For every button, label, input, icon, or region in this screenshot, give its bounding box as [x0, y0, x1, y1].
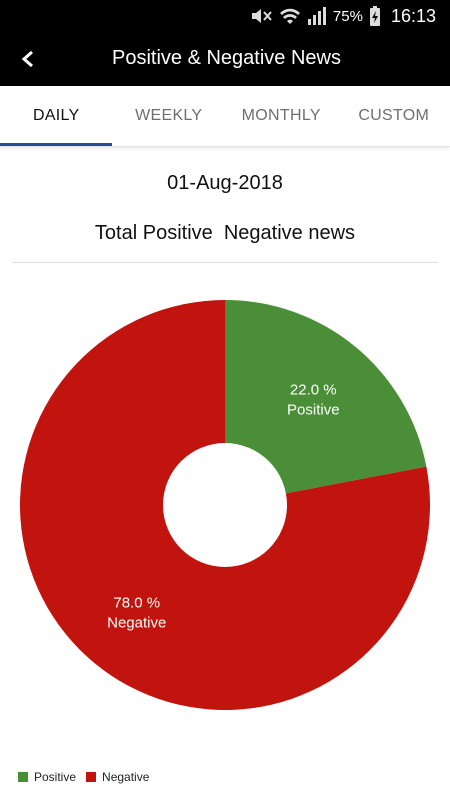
tab-daily[interactable]: DAILY	[32, 107, 80, 124]
tab-weekly[interactable]: WEEKLY	[135, 107, 203, 124]
legend-label: Positive	[34, 770, 77, 784]
wifi-icon	[279, 6, 301, 26]
period-tabs: DAILY WEEKLY MONTHLY CUSTOM	[0, 86, 450, 147]
battery-charging-icon	[369, 6, 381, 26]
donut-chart: 22.0 % Positive 78.0 % Negative	[19, 300, 431, 710]
chart-title: Total Positive Negative news	[94, 222, 356, 244]
status-icons: 75% 16:13	[249, 4, 436, 28]
app-bar: Positive & Negative News	[0, 32, 450, 86]
legend-item-negative: Negative	[86, 770, 149, 784]
signal-icon	[307, 6, 327, 26]
report-date: 01-Aug-2018	[167, 172, 283, 194]
tab-monthly[interactable]: MONTHLY	[241, 107, 321, 124]
tab-custom[interactable]: CUSTOM	[358, 107, 430, 124]
slice-label-negative-value: 78.0 %	[113, 595, 160, 612]
slice-label-negative-name: Negative	[107, 615, 166, 632]
divider	[12, 262, 438, 263]
status-time: 16:13	[390, 5, 436, 26]
back-arrow-icon	[21, 50, 33, 68]
legend-swatch	[18, 772, 28, 782]
status-bar: 75% 16:13	[0, 0, 450, 32]
chart-legend: Positive Negative	[18, 770, 159, 784]
slice-label-positive-value: 22.0 %	[290, 381, 337, 398]
donut-hole	[163, 443, 287, 567]
slice-positive[interactable]	[225, 300, 427, 505]
battery-level: 75%	[332, 7, 363, 25]
legend-item-positive: Positive	[18, 770, 76, 784]
slice-label-positive-name: Positive	[287, 401, 340, 418]
legend-swatch	[86, 772, 97, 782]
page-title: Positive & Negative News	[112, 47, 341, 69]
back-button[interactable]	[14, 45, 42, 73]
legend-label: Negative	[102, 770, 150, 784]
tab-indicator	[0, 143, 112, 146]
mute-icon	[249, 6, 273, 26]
